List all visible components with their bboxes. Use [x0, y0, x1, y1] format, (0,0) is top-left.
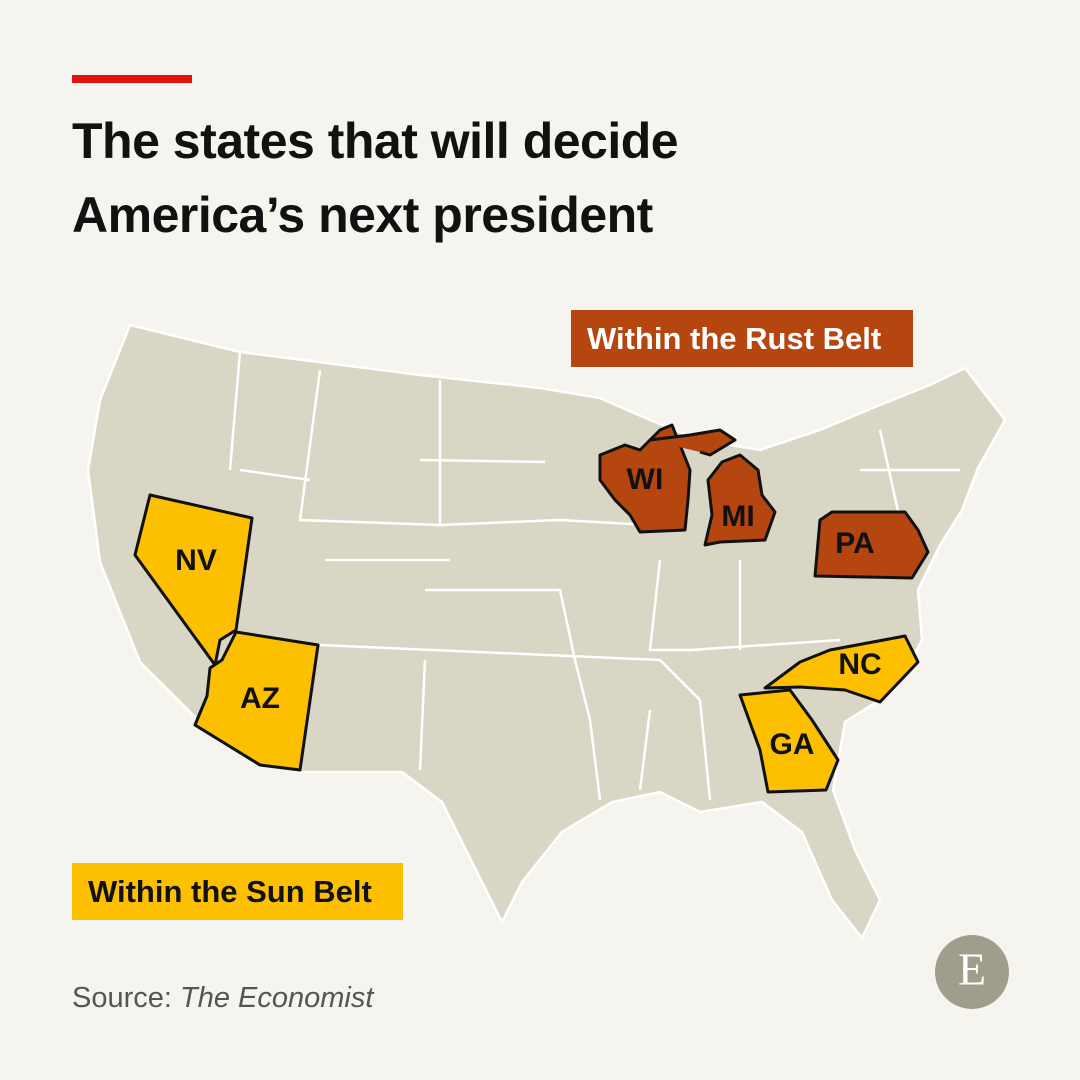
legend-sun-label: Within the Sun Belt	[88, 874, 372, 909]
state-az	[193, 630, 320, 772]
state-label: MI	[721, 500, 754, 533]
logo-letter: E	[958, 944, 986, 995]
state-borders	[228, 351, 960, 801]
state-label: WI	[627, 463, 664, 496]
sun-belt-states	[133, 493, 920, 794]
state-pa	[813, 510, 930, 580]
state-label: NV	[175, 544, 217, 577]
legend-rust-box	[571, 310, 913, 367]
source-publication: The Economist	[180, 982, 375, 1014]
state-label: NC	[838, 648, 881, 681]
rust-belt-states	[598, 423, 930, 580]
state-label: PA	[835, 527, 874, 560]
title-line: America’s next president	[72, 187, 654, 243]
legend-rust-label: Within the Rust Belt	[587, 321, 881, 356]
state-label: AZ	[240, 682, 280, 715]
source-prefix: Source:	[72, 982, 172, 1014]
title-line: The states that will decide	[72, 113, 678, 169]
state-ga	[738, 688, 840, 794]
logo	[935, 935, 1009, 1009]
accent-bar	[72, 75, 192, 83]
state-wi	[598, 423, 692, 534]
state-mi	[649, 428, 777, 547]
legend-sun-box	[72, 863, 403, 920]
state-nc	[763, 634, 920, 704]
state-label: GA	[770, 728, 815, 761]
source: Source: The Economist	[72, 982, 375, 1014]
state-nv	[133, 493, 254, 667]
